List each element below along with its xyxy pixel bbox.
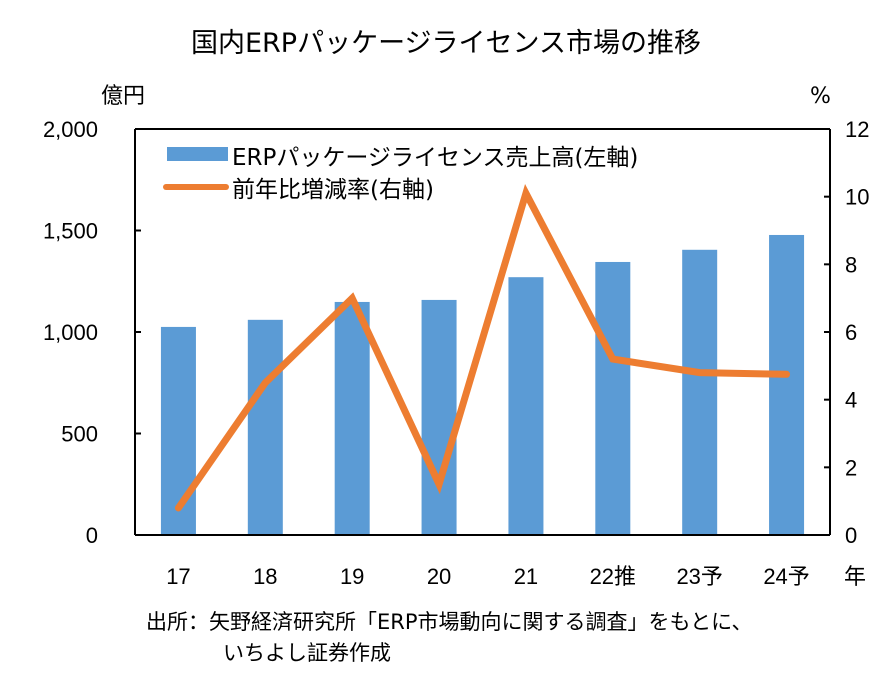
legend-bar-swatch	[167, 147, 228, 161]
chart-title: 国内ERPパッケージライセンス市場の推移	[191, 28, 701, 59]
left-tick-label: 500	[61, 422, 98, 447]
bar-series	[160, 234, 805, 535]
bar	[682, 249, 718, 535]
right-tick-label: 4	[845, 388, 857, 413]
bar	[421, 299, 457, 535]
legend-line-label: 前年比増減率(右軸)	[232, 177, 434, 203]
line-series	[174, 184, 791, 512]
source-note: 出所：矢野経済研究所「ERP市場動向に関する調査」をもとに、 いちよし証券作成	[146, 607, 752, 669]
right-tick-label: 12	[845, 117, 869, 142]
right-tick-label: 10	[845, 185, 869, 210]
left-tick-label: 0	[86, 523, 98, 548]
right-axis-ticks: 0 2 4 6 8 10 12	[824, 117, 869, 548]
source-line-1: 出所：矢野経済研究所「ERP市場動向に関する調査」をもとに、	[146, 610, 753, 634]
left-axis-unit: 億円	[101, 84, 145, 109]
left-axis-ticks: 0 500 1,000 1,500 2,000	[43, 117, 141, 548]
growth-rate-line	[174, 184, 791, 512]
legend: ERPパッケージライセンス売上高(左軸) 前年比増減率(右軸)	[163, 145, 638, 203]
right-tick-label: 6	[845, 320, 857, 345]
legend-bar-label: ERPパッケージライセンス売上高(左軸)	[232, 145, 638, 171]
bar	[769, 234, 805, 535]
x-axis-label: 年	[844, 564, 866, 589]
category-label: 17	[166, 564, 190, 589]
bar	[160, 326, 196, 535]
category-label: 24予	[763, 564, 809, 589]
bar	[247, 319, 283, 535]
bar	[595, 261, 631, 535]
left-tick-label: 1,000	[43, 320, 98, 345]
right-tick-label: 0	[845, 523, 857, 548]
category-label: 18	[253, 564, 277, 589]
right-tick-label: 8	[845, 252, 857, 277]
right-axis-unit: %	[810, 84, 831, 109]
left-tick-label: 1,500	[43, 219, 98, 244]
category-label: 23予	[676, 564, 722, 589]
bar	[508, 277, 544, 535]
source-line-2: いちよし証券作成	[223, 641, 391, 665]
x-axis-ticks: 17 18 19 20 21 22推 23予 24予	[166, 564, 810, 589]
category-label: 22推	[590, 564, 636, 589]
category-label: 21	[514, 564, 538, 589]
category-label: 20	[427, 564, 451, 589]
chart: 国内ERPパッケージライセンス市場の推移 億円 % 年 0 500 1,000 1,5…	[43, 28, 870, 589]
bar	[334, 301, 370, 535]
left-tick-label: 2,000	[43, 117, 98, 142]
right-tick-label: 2	[845, 455, 857, 480]
category-label: 19	[340, 564, 364, 589]
